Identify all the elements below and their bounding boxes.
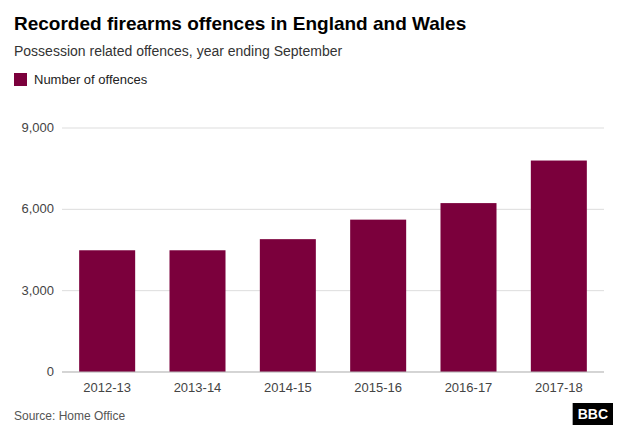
logo-box (573, 403, 613, 425)
y-tick-label: 3,000 (21, 283, 54, 298)
subtitle: Possession related offences, year ending… (14, 43, 343, 59)
source-note: Source: Home Office (14, 409, 125, 423)
logo-text: BBC (578, 406, 608, 422)
legend-swatch (14, 73, 27, 86)
logo: BBC (573, 403, 613, 425)
x-tick-label: 2013-14 (174, 380, 222, 395)
y-tick-label: 9,000 (21, 120, 54, 135)
legend-label: Number of offences (34, 72, 148, 87)
bar (169, 250, 225, 372)
grid-line (62, 372, 604, 373)
x-tick-label: 2015-16 (354, 380, 402, 395)
x-tick-label: 2014-15 (264, 380, 312, 395)
y-tick-label: 0 (47, 364, 54, 379)
y-axis: 0 3,000 6,000 9,000 (21, 120, 604, 379)
title: Recorded firearms offences in England an… (14, 13, 466, 34)
bar (79, 250, 135, 372)
grid-line (62, 128, 604, 129)
grid-line (62, 290, 604, 291)
legend: Number of offences (14, 72, 148, 87)
x-axis: 2012-13 2013-14 2014-15 2015-16 2016-17 2017-… (83, 380, 582, 395)
bar (531, 161, 587, 372)
x-axis-line (62, 372, 604, 373)
x-tick-label: 2016-17 (445, 380, 493, 395)
chart-container: Recorded firearms offences in England an… (0, 0, 624, 430)
grid-line (62, 209, 604, 210)
x-tick-label: 2012-13 (83, 380, 131, 395)
bars (79, 161, 587, 372)
chart-svg: Recorded firearms offences in England an… (0, 0, 624, 430)
y-tick-label: 6,000 (21, 201, 54, 216)
x-tick-label: 2017-18 (535, 380, 583, 395)
bar (440, 203, 496, 372)
bar (260, 239, 316, 372)
bar (350, 220, 406, 372)
